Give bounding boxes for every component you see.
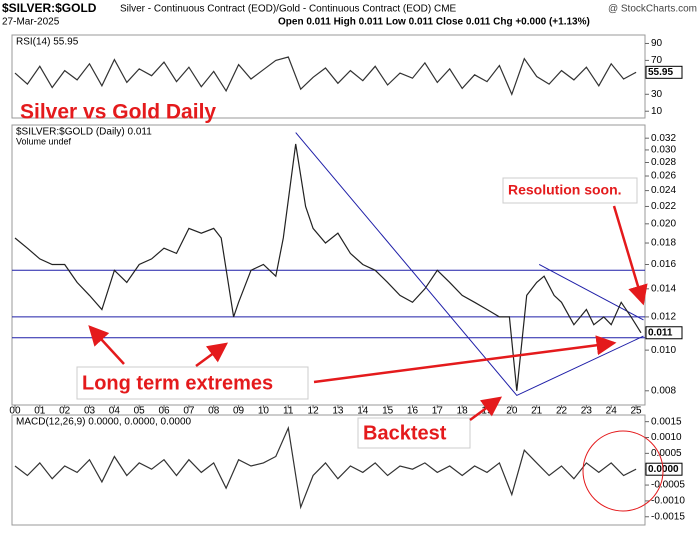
price-line	[14, 56, 637, 96]
y-tick-label: 0.012	[651, 312, 676, 323]
price-line	[14, 425, 637, 510]
x-tick-label: 00	[9, 406, 21, 417]
annotation-box	[357, 417, 471, 449]
price-line	[14, 143, 642, 391]
y-tick-label: 0.016	[651, 259, 676, 270]
x-tick-label: 17	[432, 406, 444, 417]
annotation-title: Silver vs Gold Daily	[20, 101, 216, 124]
legend: RSI(14) 55.95	[16, 37, 79, 48]
annotation-box	[76, 366, 309, 400]
y-tick-label: 0.0005	[651, 448, 682, 459]
price-panel	[11, 124, 646, 406]
x-tick-label: 12	[308, 406, 320, 417]
x-tick-label: 03	[84, 406, 96, 417]
annotation-extremes: Long term extremes	[82, 372, 273, 394]
x-tick-label: 18	[457, 406, 469, 417]
x-tick-label: 16	[407, 406, 419, 417]
y-tick-label: 0.014	[651, 283, 676, 294]
y-tick-label: 0.020	[651, 218, 676, 229]
y-tick-label: 0.030	[651, 145, 676, 156]
y-tick-label: 0.018	[651, 238, 676, 249]
x-tick-label: 04	[109, 406, 121, 417]
y-tick-label: 0.026	[651, 171, 676, 182]
x-tick-label: 22	[556, 406, 568, 417]
y-tick-label: 90	[651, 38, 663, 49]
y-tick-label: -0.0010	[651, 496, 685, 507]
y-tick-label: 70	[651, 55, 663, 66]
x-tick-label: 08	[208, 406, 220, 417]
x-tick-label: 05	[134, 406, 146, 417]
annotation-resolution: Resolution soon.	[508, 182, 622, 198]
x-tick-label: 23	[581, 406, 593, 417]
x-tick-label: 15	[382, 406, 394, 417]
y-tick-label: 0.0010	[651, 432, 682, 443]
ohlc: Open 0.011 High 0.011 Low 0.011 Close 0.…	[278, 17, 590, 28]
last-value-box	[645, 462, 683, 476]
x-tick-label: 21	[531, 406, 543, 417]
y-tick-label: -0.0015	[651, 511, 685, 522]
macd-panel	[11, 414, 646, 526]
annotation-box	[502, 177, 638, 204]
x-tick-label: 09	[233, 406, 245, 417]
arrows	[88, 205, 648, 422]
y-tick-label: 10	[651, 106, 663, 117]
description: Silver - Continuous Contract (EOD)/Gold …	[120, 4, 457, 15]
source: @ StockCharts.com	[608, 4, 697, 15]
legend: MACD(12,26,9) 0.0000, 0.0000, 0.0000	[16, 417, 192, 428]
y-tick-label: 0.010	[651, 345, 676, 356]
y-tick-label: -0.0005	[651, 480, 685, 491]
highlight-circle	[582, 430, 664, 512]
x-tick-label: 01	[34, 406, 46, 417]
x-tick-label: 10	[258, 406, 270, 417]
x-tick-label: 06	[158, 406, 170, 417]
x-tick-label: 02	[59, 406, 71, 417]
y-tick-label: 0.028	[651, 157, 676, 168]
y-tick-label: 0.0015	[651, 416, 682, 427]
y-tick-label: 30	[651, 89, 663, 100]
x-tick-label: 25	[630, 406, 642, 417]
date: 27-Mar-2025	[2, 17, 60, 28]
x-tick-label: 13	[332, 406, 344, 417]
last-value-label: 55.95	[648, 67, 673, 78]
rsi-panel	[11, 34, 646, 119]
annotation-backtest: Backtest	[363, 422, 447, 444]
last-value-label: 0.011	[648, 327, 673, 338]
y-tick-label: 0.024	[651, 185, 676, 196]
last-value-box	[645, 65, 683, 79]
x-tick-label: 20	[506, 406, 518, 417]
last-value-box	[645, 326, 683, 340]
legend: Volume undef	[16, 136, 72, 146]
trend-line	[538, 264, 644, 321]
trend-line	[295, 132, 644, 397]
x-tick-label: 07	[183, 406, 195, 417]
last-value-label: 0.0000	[648, 464, 679, 475]
y-tick-label: 0.008	[651, 385, 676, 396]
x-tick-label: 24	[606, 406, 618, 417]
y-tick-label: 0.022	[651, 201, 676, 212]
x-tick-label: 11	[283, 406, 294, 417]
x-tick-label: 14	[357, 406, 369, 417]
y-tick-label: 0.032	[651, 133, 676, 144]
symbol: $SILVER:$GOLD	[2, 1, 97, 15]
legend: $SILVER:$GOLD (Daily) 0.011	[16, 127, 152, 138]
